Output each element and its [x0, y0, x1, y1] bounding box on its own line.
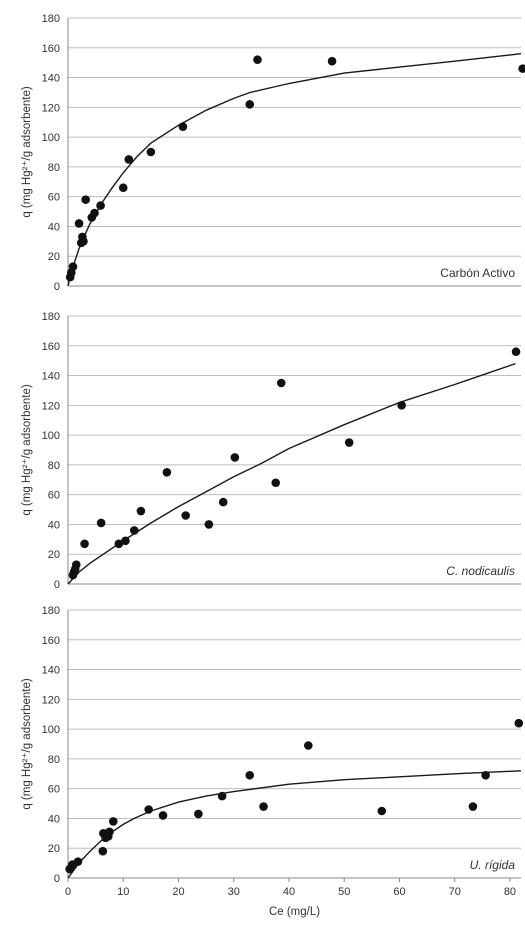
data-point — [511, 347, 521, 357]
y-axis-label: q (mg Hg²⁺/g adsorbente) — [21, 86, 33, 218]
y-tick-label: 160 — [42, 635, 60, 647]
data-point — [468, 802, 478, 811]
x-tick-label: 10 — [117, 886, 129, 898]
data-point — [114, 539, 124, 549]
data-point — [109, 817, 118, 826]
data-point — [80, 539, 89, 549]
y-tick-label: 0 — [54, 579, 60, 591]
y-tick-label: 80 — [48, 460, 60, 472]
data-point — [162, 468, 172, 477]
chart-panel-2: 0 20 40 60 80 100 120 140 160 180 q (mg Hg²⁺/g ads… — [21, 311, 521, 591]
data-point — [518, 64, 525, 73]
data-point — [194, 809, 203, 819]
data-point — [105, 827, 114, 837]
data-point — [304, 741, 313, 750]
y-axis-label: q (mg Hg²⁺/g adsorbente) — [21, 384, 33, 516]
y-tick-label: 100 — [42, 132, 60, 144]
data-point — [245, 770, 255, 780]
data-point — [146, 147, 156, 157]
y-tick-label: 160 — [42, 43, 60, 55]
data-point — [218, 497, 228, 507]
y-tick-label: 80 — [48, 162, 60, 174]
y-tick-label: 140 — [42, 73, 60, 85]
data-point — [514, 718, 524, 728]
x-tick-label: 0 — [65, 886, 71, 898]
y-tick-label: 120 — [42, 400, 60, 412]
fit-curve — [67, 53, 522, 287]
y-tick-label: 60 — [48, 784, 60, 796]
y-tick-label: 60 — [48, 490, 60, 502]
data-point — [124, 155, 134, 164]
y-tick-label: 20 — [48, 843, 60, 855]
data-point — [253, 55, 262, 64]
y-tick-label: 40 — [48, 221, 60, 233]
y-tick-label: 40 — [48, 519, 60, 531]
data-point — [68, 262, 78, 271]
y-tick-label: 140 — [42, 665, 60, 677]
fit-curve — [67, 362, 516, 585]
data-point — [71, 560, 81, 569]
x-tick-label: 60 — [393, 886, 405, 898]
x-tick-label: 80 — [504, 886, 516, 898]
data-point — [79, 237, 88, 246]
data-point — [178, 122, 188, 131]
x-tick-label: 50 — [338, 886, 350, 898]
data-point — [98, 846, 108, 856]
fit-curve — [67, 770, 522, 879]
y-tick-label: 100 — [42, 430, 60, 442]
x-tick-label: 30 — [228, 886, 240, 898]
y-tick-label: 160 — [42, 341, 60, 353]
y-tick-label: 120 — [42, 694, 60, 706]
y-tick-label: 180 — [42, 311, 60, 323]
y-tick-label: 0 — [54, 873, 60, 885]
x-tick-label: 40 — [283, 886, 295, 898]
data-point — [129, 526, 139, 535]
data-point — [181, 511, 190, 520]
data-point — [377, 806, 387, 816]
x-tick-label: 20 — [172, 886, 184, 898]
data-point — [271, 478, 281, 488]
y-tick-label: 180 — [42, 13, 60, 25]
y-tick-label: 20 — [48, 549, 60, 561]
y-tick-label: 140 — [42, 371, 60, 383]
data-point — [344, 438, 354, 447]
panel-label: U. rígida — [470, 858, 516, 872]
data-point — [158, 811, 168, 820]
data-point — [481, 770, 490, 780]
data-point — [90, 208, 99, 218]
data-point — [217, 791, 227, 801]
data-point — [81, 195, 90, 204]
data-point — [96, 518, 106, 528]
chart-panel-1: 0 20 40 60 80 100 120 140 160 180 q (mg Hg²⁺/g ads… — [21, 13, 525, 293]
x-tick-label: 70 — [449, 886, 461, 898]
y-tick-label: 40 — [48, 813, 60, 825]
data-point — [230, 453, 240, 462]
data-point — [245, 100, 255, 109]
y-tick-label: 60 — [48, 192, 60, 204]
data-point — [118, 183, 128, 193]
data-point — [259, 802, 268, 811]
data-point — [73, 857, 83, 866]
data-point — [74, 219, 84, 228]
y-axis-label: q (mg Hg²⁺/g adsorbente) — [21, 678, 33, 810]
data-point — [121, 536, 130, 546]
panel-label: C. nodicaulis — [446, 564, 515, 578]
panel-label: Carbón Activo — [440, 266, 515, 280]
data-point — [136, 506, 146, 516]
data-point — [397, 401, 406, 410]
y-tick-label: 0 — [54, 281, 60, 293]
y-tick-label: 80 — [48, 754, 60, 766]
data-point — [276, 378, 286, 388]
data-point — [204, 520, 214, 529]
data-point — [144, 805, 153, 814]
y-tick-label: 120 — [42, 102, 60, 114]
y-tick-label: 20 — [48, 251, 60, 263]
data-point — [96, 201, 105, 210]
x-axis-label: Ce (mg/L) — [269, 906, 320, 918]
data-point — [327, 56, 337, 66]
y-tick-label: 100 — [42, 724, 60, 736]
y-tick-label: 180 — [42, 605, 60, 617]
